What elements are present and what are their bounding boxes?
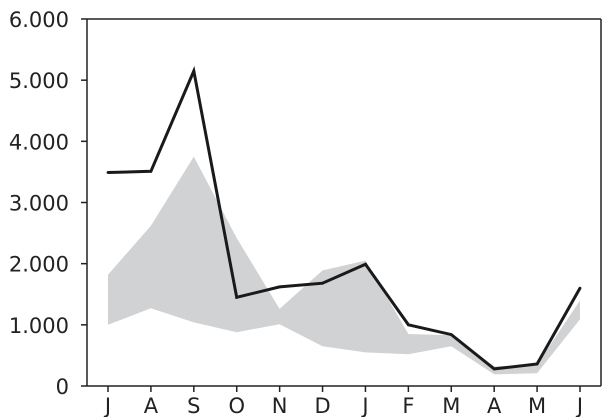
y-tick-label: 0 xyxy=(56,375,69,399)
data-point xyxy=(449,333,453,336)
x-tick-label: N xyxy=(272,394,288,417)
data-point xyxy=(149,169,153,173)
data-point xyxy=(578,286,582,290)
x-tick-label: J xyxy=(103,394,111,417)
range-band-layer xyxy=(108,156,580,375)
data-point xyxy=(192,69,196,73)
y-tick-label: 1.000 xyxy=(9,314,69,338)
x-tick-label: A xyxy=(144,394,159,417)
data-point xyxy=(235,295,239,299)
y-tick-label: 4.000 xyxy=(9,130,69,154)
data-point xyxy=(492,367,496,371)
data-point xyxy=(535,362,539,366)
y-tick-label: 2.000 xyxy=(9,253,69,277)
x-tick-label: J xyxy=(360,394,368,417)
tick-labels: 0 1.000 2.000 3.000 4.000 5.000 6.000 J A S O N D J F M… xyxy=(9,8,583,417)
x-tick-label: D xyxy=(314,394,330,417)
data-point xyxy=(407,323,410,327)
data-point xyxy=(106,171,110,174)
range-band xyxy=(108,156,580,375)
x-tick-label: S xyxy=(187,394,200,417)
data-point xyxy=(278,285,281,289)
data-point xyxy=(321,281,324,285)
x-tick-label: J xyxy=(575,394,583,417)
x-tick-label: M xyxy=(528,394,546,417)
x-tick-label: M xyxy=(442,394,460,417)
series-line-layer xyxy=(106,65,582,371)
series-line-0 xyxy=(107,65,582,371)
y-tick-label: 3.000 xyxy=(9,192,69,216)
x-tick-label: O xyxy=(228,394,245,417)
y-tick-label: 6.000 xyxy=(9,8,69,32)
data-point xyxy=(364,262,367,266)
axes xyxy=(81,18,602,392)
x-tick-label: F xyxy=(402,394,414,417)
x-tick-label: A xyxy=(487,394,502,417)
y-tick-label: 5.000 xyxy=(9,69,69,93)
